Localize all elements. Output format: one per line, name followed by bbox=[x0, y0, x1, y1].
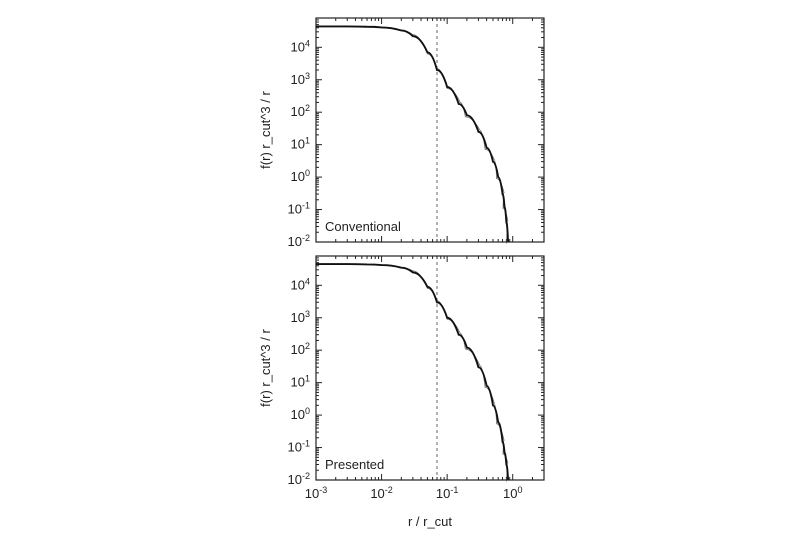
x-axis-label: r / r_cut bbox=[408, 514, 452, 529]
annotation-presented: Presented bbox=[325, 457, 384, 472]
y-tick-label: 10-1 bbox=[288, 439, 310, 455]
y-tick-label: 101 bbox=[291, 136, 310, 152]
ticks-top bbox=[315, 18, 544, 243]
x-tick-label: 10-1 bbox=[436, 485, 458, 501]
plot-frame-bottom bbox=[315, 255, 545, 481]
y-tick-label: 104 bbox=[291, 38, 310, 54]
y-tick-label: 102 bbox=[291, 103, 310, 119]
noise-band-top bbox=[316, 26, 509, 244]
y-tick-label: 100 bbox=[291, 168, 310, 184]
y-tick-label: 10-2 bbox=[288, 233, 310, 249]
ticks-bottom bbox=[315, 256, 544, 481]
y-tick-label: 10-2 bbox=[288, 471, 310, 487]
series-line-bottom bbox=[316, 263, 510, 481]
y-tick-label: 100 bbox=[291, 406, 310, 422]
y-axis-label-top: f(r) r_cut^3 / r bbox=[258, 91, 273, 169]
y-axis-label-bottom: f(r) r_cut^3 / r bbox=[258, 329, 273, 407]
noise-band-bottom bbox=[316, 263, 509, 482]
labels-top: 104 103 102 101 100 10-1 10-2 f(r) r_cut^3 / r bbox=[258, 38, 310, 249]
y-tick-label: 10-1 bbox=[288, 201, 310, 217]
x-tick-label: 10-2 bbox=[370, 485, 392, 501]
plot-frame-top bbox=[315, 17, 545, 243]
y-tick-label: 102 bbox=[291, 341, 310, 357]
series-line-top bbox=[316, 25, 510, 243]
axis-titles: r / r_cut bbox=[408, 514, 452, 529]
y-tick-label: 104 bbox=[291, 276, 310, 292]
annotation-conventional: Conventional bbox=[325, 219, 401, 234]
x-tick-label: 100 bbox=[503, 485, 522, 501]
x-tick-label: 10-3 bbox=[305, 485, 327, 501]
y-tick-label: 103 bbox=[291, 71, 310, 87]
y-tick-label: 103 bbox=[291, 309, 310, 325]
y-tick-label: 101 bbox=[291, 374, 310, 390]
